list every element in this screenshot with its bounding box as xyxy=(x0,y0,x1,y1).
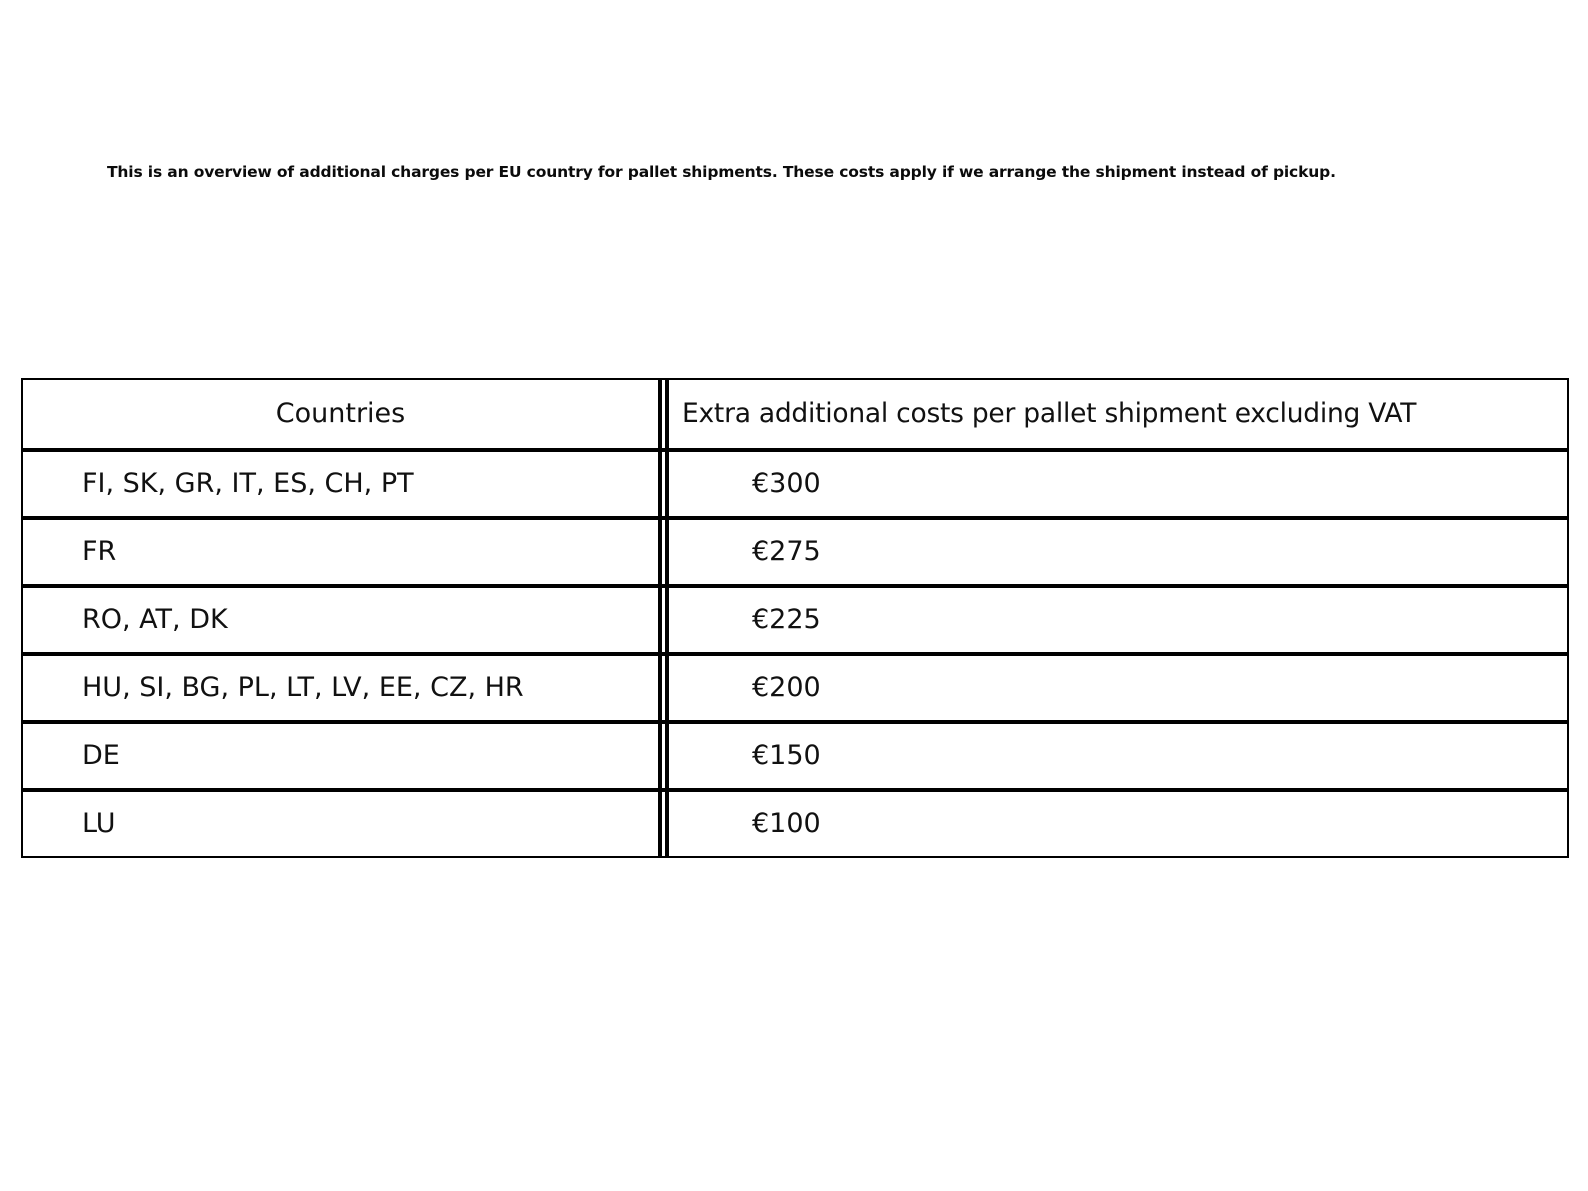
column-gap xyxy=(660,790,667,858)
column-gap xyxy=(660,378,667,450)
countries-value: FI, SK, GR, IT, ES, CH, PT xyxy=(82,469,414,499)
column-gap xyxy=(660,654,667,722)
column-gap xyxy=(660,450,667,518)
column-header-cost: Extra additional costs per pallet shipme… xyxy=(667,378,1569,450)
cost-value: €150 xyxy=(752,741,821,771)
rate-table-container: Countries Extra additional costs per pal… xyxy=(21,378,1569,858)
cost-value: €100 xyxy=(752,809,821,839)
table-row: LU €100 xyxy=(21,790,1569,858)
column-gap xyxy=(660,722,667,790)
intro-note: This is an overview of additional charge… xyxy=(107,163,1336,181)
cell-cost: €300 xyxy=(667,450,1569,518)
cell-countries: HU, SI, BG, PL, LT, LV, EE, CZ, HR xyxy=(21,654,660,722)
table-row: DE €150 xyxy=(21,722,1569,790)
cost-value: €275 xyxy=(752,537,821,567)
cell-countries: FI, SK, GR, IT, ES, CH, PT xyxy=(21,450,660,518)
cell-countries: FR xyxy=(21,518,660,586)
cell-cost: €100 xyxy=(667,790,1569,858)
table-row: FI, SK, GR, IT, ES, CH, PT €300 xyxy=(21,450,1569,518)
column-header-countries: Countries xyxy=(21,378,660,450)
surcharge-table: Countries Extra additional costs per pal… xyxy=(21,378,1569,858)
cell-countries: DE xyxy=(21,722,660,790)
table-row: RO, AT, DK €225 xyxy=(21,586,1569,654)
table-body: Countries Extra additional costs per pal… xyxy=(21,378,1569,858)
cell-cost: €150 xyxy=(667,722,1569,790)
column-gap xyxy=(660,518,667,586)
cell-countries: LU xyxy=(21,790,660,858)
countries-value: FR xyxy=(82,537,117,567)
countries-value: DE xyxy=(82,741,120,771)
column-header-countries-label: Countries xyxy=(275,399,406,429)
cell-cost: €275 xyxy=(667,518,1569,586)
cell-cost: €200 xyxy=(667,654,1569,722)
countries-value: RO, AT, DK xyxy=(82,605,228,635)
cost-value: €200 xyxy=(752,673,821,703)
table-row: FR €275 xyxy=(21,518,1569,586)
table-row: HU, SI, BG, PL, LT, LV, EE, CZ, HR €200 xyxy=(21,654,1569,722)
column-header-cost-label: Extra additional costs per pallet shipme… xyxy=(682,399,1417,429)
table-header-row: Countries Extra additional costs per pal… xyxy=(21,378,1569,450)
cell-cost: €225 xyxy=(667,586,1569,654)
column-gap xyxy=(660,586,667,654)
countries-value: LU xyxy=(82,809,116,839)
cost-value: €300 xyxy=(752,469,821,499)
countries-value: HU, SI, BG, PL, LT, LV, EE, CZ, HR xyxy=(82,673,524,703)
cell-countries: RO, AT, DK xyxy=(21,586,660,654)
cost-value: €225 xyxy=(752,605,821,635)
